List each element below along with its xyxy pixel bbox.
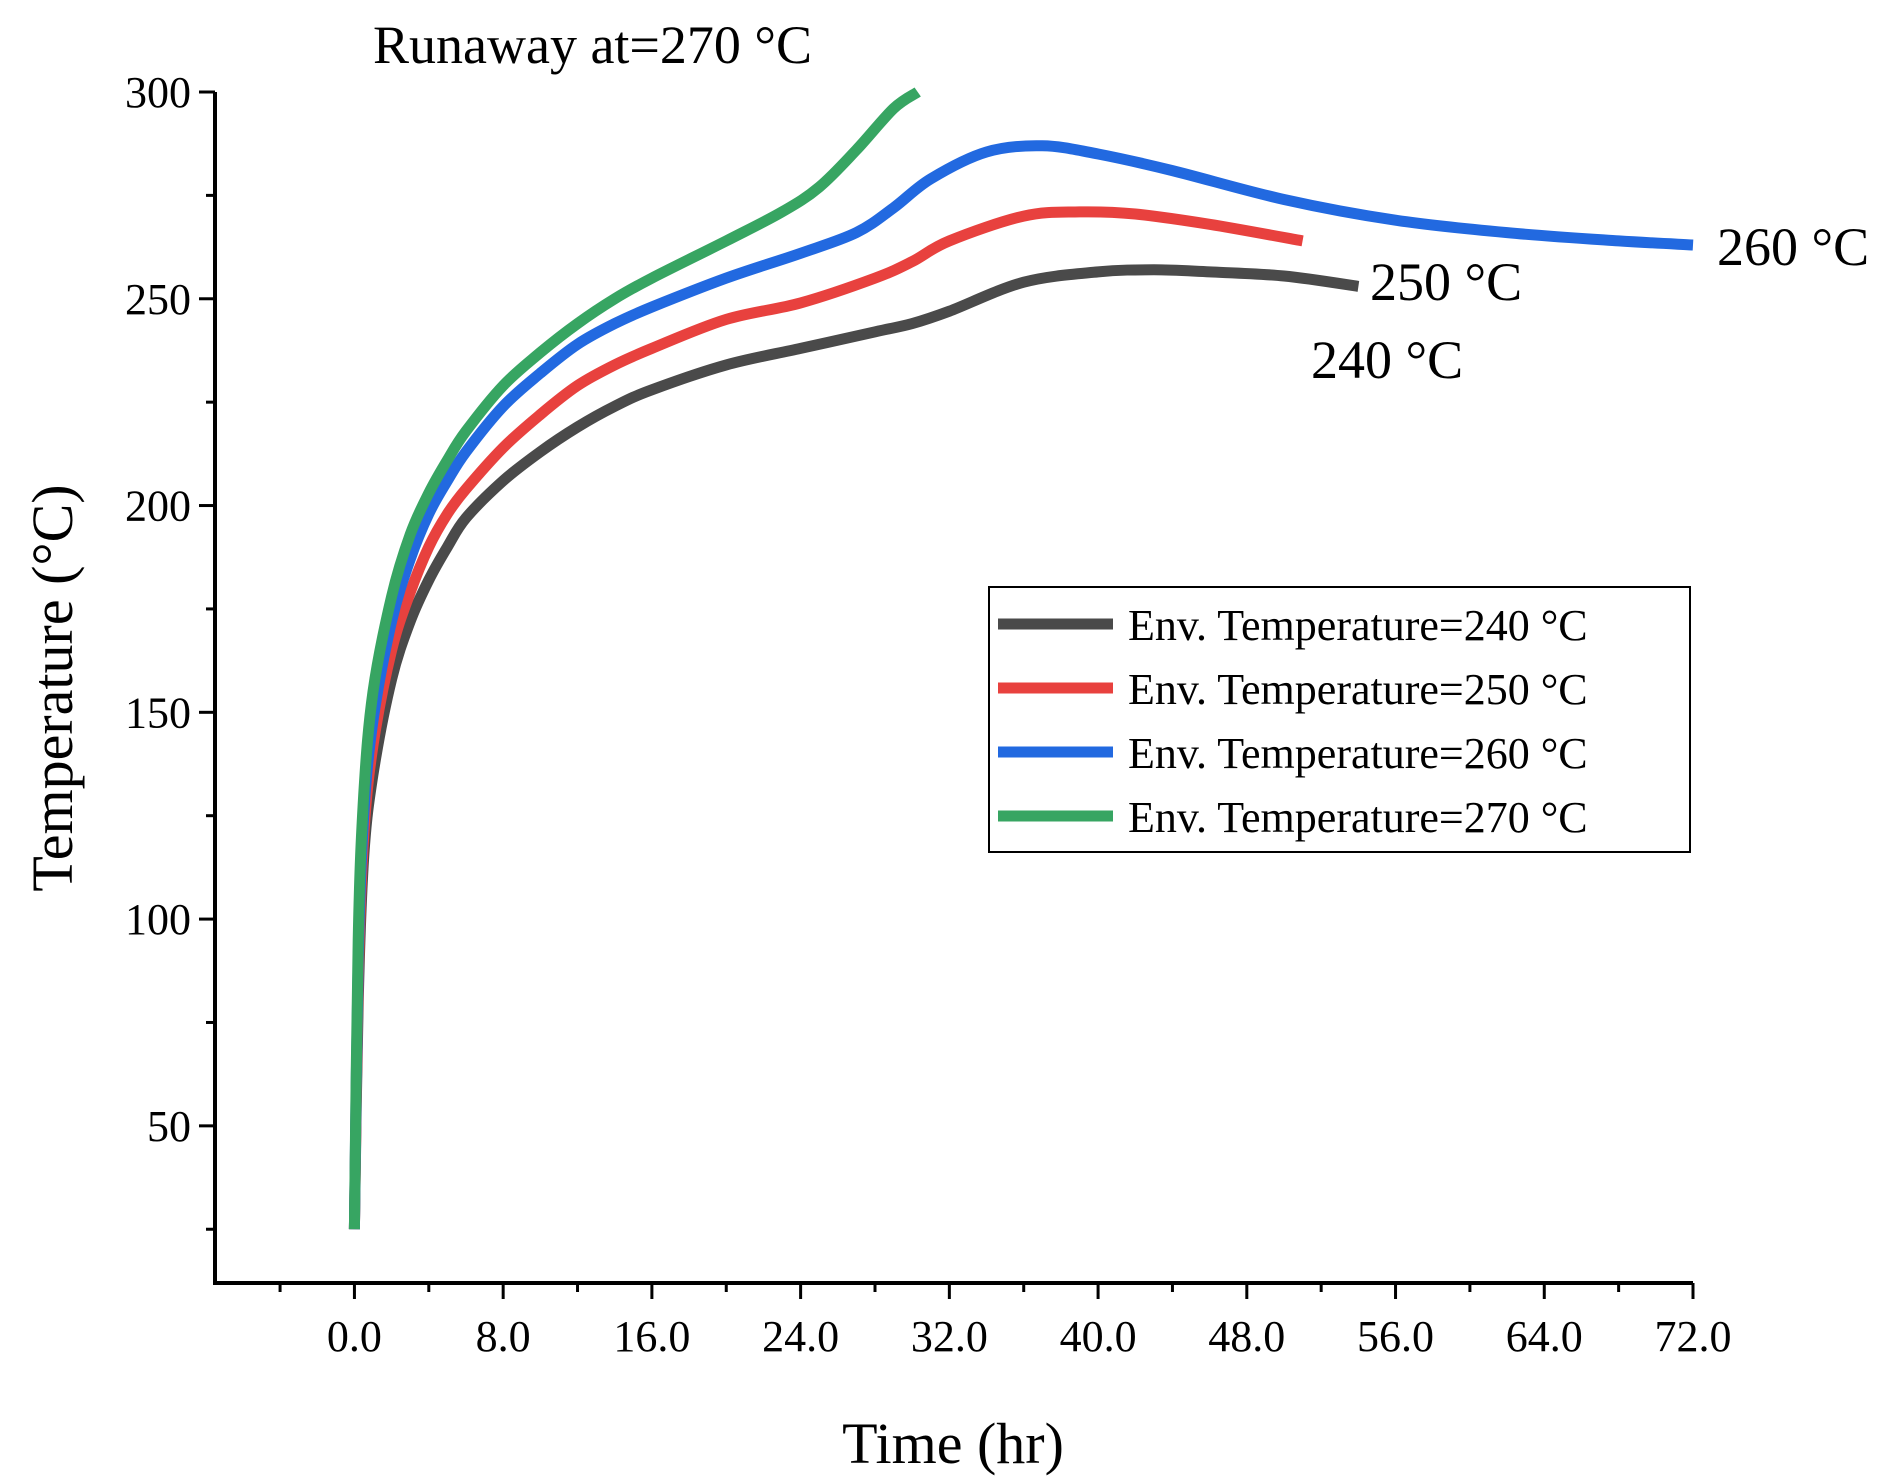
legend-label-240: Env. Temperature=240 °C xyxy=(1128,601,1588,650)
legend-label-260: Env. Temperature=260 °C xyxy=(1128,729,1588,778)
x-tick-label: 64.0 xyxy=(1506,1312,1583,1361)
legend-label-250: Env. Temperature=250 °C xyxy=(1128,665,1588,714)
annotation-250: 250 °C xyxy=(1370,252,1522,312)
annotation-240: 240 °C xyxy=(1311,330,1463,390)
annotation-runaway: Runaway at=270 °C xyxy=(373,15,812,75)
x-tick-label: 8.0 xyxy=(476,1312,531,1361)
x-tick-label: 0.0 xyxy=(327,1312,382,1361)
y-tick-label: 250 xyxy=(125,275,191,324)
series-line-3 xyxy=(348,87,921,1230)
x-tick-label: 16.0 xyxy=(613,1312,690,1361)
y-tick-label: 100 xyxy=(125,895,191,944)
annotation-260: 260 °C xyxy=(1717,217,1869,277)
legend-label-270: Env. Temperature=270 °C xyxy=(1128,793,1588,842)
x-tick-label: 48.0 xyxy=(1208,1312,1285,1361)
legend: Env. Temperature=240 °C Env. Temperature… xyxy=(988,586,1691,853)
y-tick-label: 50 xyxy=(147,1102,191,1151)
y-ticks: 50 100 150 200 250 300 xyxy=(125,68,215,1231)
y-axis-title: Temperature (°C) xyxy=(20,484,85,891)
x-tick-label: 32.0 xyxy=(911,1312,988,1361)
y-tick-label: 300 xyxy=(125,68,191,117)
x-axis-title: Time (hr) xyxy=(842,1411,1064,1476)
y-tick-label: 150 xyxy=(125,688,191,737)
plot-lines xyxy=(348,87,1694,1230)
x-tick-label: 56.0 xyxy=(1357,1312,1434,1361)
x-tick-label: 24.0 xyxy=(762,1312,839,1361)
axes xyxy=(213,92,1693,1285)
x-ticks: 0.0 8.0 16.0 24.0 32.0 40.0 48.0 56.0 64.0 72.0 xyxy=(278,1283,1732,1361)
y-tick-label: 200 xyxy=(125,482,191,531)
legend-box xyxy=(988,586,1691,853)
x-tick-label: 72.0 xyxy=(1655,1312,1732,1361)
x-tick-label: 40.0 xyxy=(1060,1312,1137,1361)
